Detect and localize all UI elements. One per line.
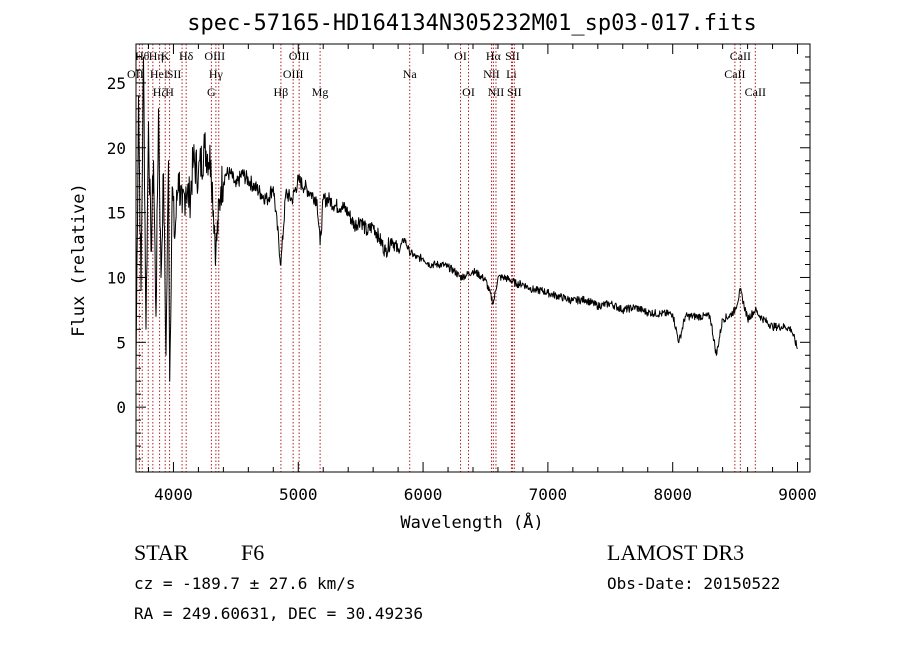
marker-label-12: Hβ (274, 85, 289, 99)
spectrum-series (135, 56, 798, 382)
marker-label-26: CaII (730, 49, 751, 63)
marker-label-3: HeI (150, 67, 168, 81)
marker-label-16: Na (403, 67, 418, 81)
survey-name: LAMOST DR3 (607, 540, 745, 565)
marker-label-0: Hθ (135, 49, 150, 63)
marker-label-7: SII (167, 67, 182, 81)
marker-label-20: Hα (486, 49, 502, 63)
marker-label-24: SII (507, 85, 522, 99)
marker-label-19: NII (483, 67, 500, 81)
x-tick-label-6000: 6000 (404, 485, 443, 504)
plot-frame (135, 43, 811, 473)
marker-label-22: Li (506, 67, 517, 81)
observation-date: Obs-Date: 20150522 (607, 574, 781, 593)
marker-label-8: Hδ (179, 49, 194, 63)
x-tick-label-7000: 7000 (529, 485, 568, 504)
marker-label-14: OIII (289, 49, 310, 63)
marker-label-4: Hζ (153, 85, 167, 99)
marker-label-2: OII (127, 67, 144, 81)
chart-title: spec-57165-HD164134N305232M01_sp03-017.f… (187, 11, 757, 36)
y-tick-label-10: 10 (107, 268, 126, 287)
marker-label-27: CaII (745, 85, 766, 99)
y-tick-label-25: 25 (107, 74, 126, 93)
x-tick-label-4000: 4000 (154, 485, 193, 504)
plot-axes: 4000 5000 6000 7000 8000 9000 0 5 10 15 20 25 (107, 43, 817, 504)
marker-label-25: CaII (724, 67, 745, 81)
redshift-cz: cz = -189.7 ± 27.6 km/s (134, 574, 356, 593)
marker-label-18: OI (462, 85, 475, 99)
ra-dec-coordinates: RA = 249.60631, DEC = 30.49236 (134, 604, 423, 623)
marker-label-17: OI (454, 49, 467, 63)
marker-label-5: K (161, 49, 170, 63)
x-tick-label-5000: 5000 (279, 485, 318, 504)
x-tick-label-8000: 8000 (653, 485, 692, 504)
y-tick-label-0: 0 (116, 398, 126, 417)
marker-label-13: OIII (283, 67, 304, 81)
marker-label-6: H (165, 85, 174, 99)
marker-label-10: Hγ (209, 67, 224, 81)
y-axis-label: Flux (relative) (69, 183, 89, 337)
y-tick-label-15: 15 (107, 204, 126, 223)
marker-label-21: NII (488, 85, 505, 99)
y-tick-label-5: 5 (116, 333, 126, 352)
marker-label-11: OIII (204, 49, 225, 63)
y-tick-label-20: 20 (107, 139, 126, 158)
marker-label-15: Mg (312, 85, 329, 99)
marker-label-9: G (207, 85, 216, 99)
x-tick-label-9000: 9000 (778, 485, 817, 504)
spectrum-line (135, 56, 798, 382)
object-subclass: F6 (241, 540, 265, 565)
marker-label-23: SII (505, 49, 520, 63)
object-class: STAR (134, 540, 189, 565)
x-axis-label: Wavelength (Å) (400, 511, 543, 533)
